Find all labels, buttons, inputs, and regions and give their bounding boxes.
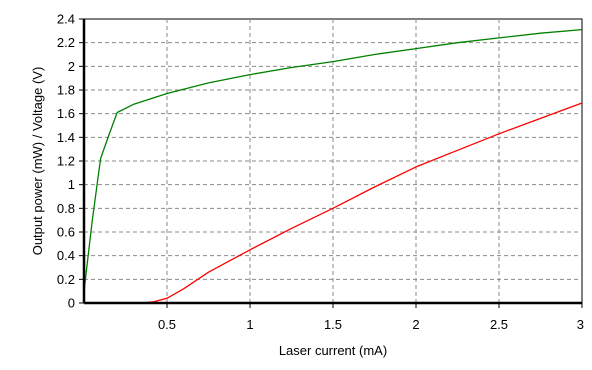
y-tick-label: 2 xyxy=(68,59,75,74)
y-axis-label: Output power (mW) / Voltage (V) xyxy=(30,67,45,256)
series-line-1 xyxy=(83,28,583,292)
y-tick-label: 0.8 xyxy=(57,201,75,216)
x-tick-label: 0.5 xyxy=(158,317,176,332)
y-tick-label: 1.6 xyxy=(57,106,75,121)
y-tick-label: 0 xyxy=(68,296,75,311)
y-tick-label: 1.4 xyxy=(57,130,75,145)
y-tick-label: 2.4 xyxy=(57,12,75,27)
y-tick-label: 0.2 xyxy=(57,272,75,287)
y-tick-label: 1.2 xyxy=(57,154,75,169)
x-tick-label: 1 xyxy=(246,317,253,332)
y-tick-label: 0.4 xyxy=(57,248,75,263)
series-line-2 xyxy=(125,102,583,304)
grid xyxy=(84,19,582,303)
y-tick-label: 0.6 xyxy=(57,225,75,240)
x-tick-label: 3 xyxy=(577,317,584,332)
y-tick-label: 1 xyxy=(68,177,75,192)
x-tick-label: 1.5 xyxy=(324,317,342,332)
series-layer xyxy=(83,28,583,304)
x-axis-label: Laser current (mA) xyxy=(279,343,387,358)
ticks: 0 0.2 0.4 0.6 0.8 1 1.2 1.4 1.6 1.8 2 2.2 2.4 0.5 1 1.5… xyxy=(57,12,584,333)
x-tick-label: 2 xyxy=(412,317,419,332)
y-tick-label: 2.2 xyxy=(57,35,75,50)
y-tick-label: 1.8 xyxy=(57,83,75,98)
x-tick-label: 2.5 xyxy=(490,317,508,332)
